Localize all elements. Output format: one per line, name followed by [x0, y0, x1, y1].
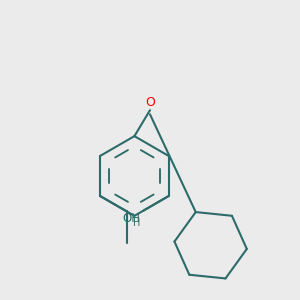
Text: H: H: [133, 218, 141, 228]
Text: O: O: [145, 96, 155, 109]
Text: OH: OH: [123, 212, 141, 225]
